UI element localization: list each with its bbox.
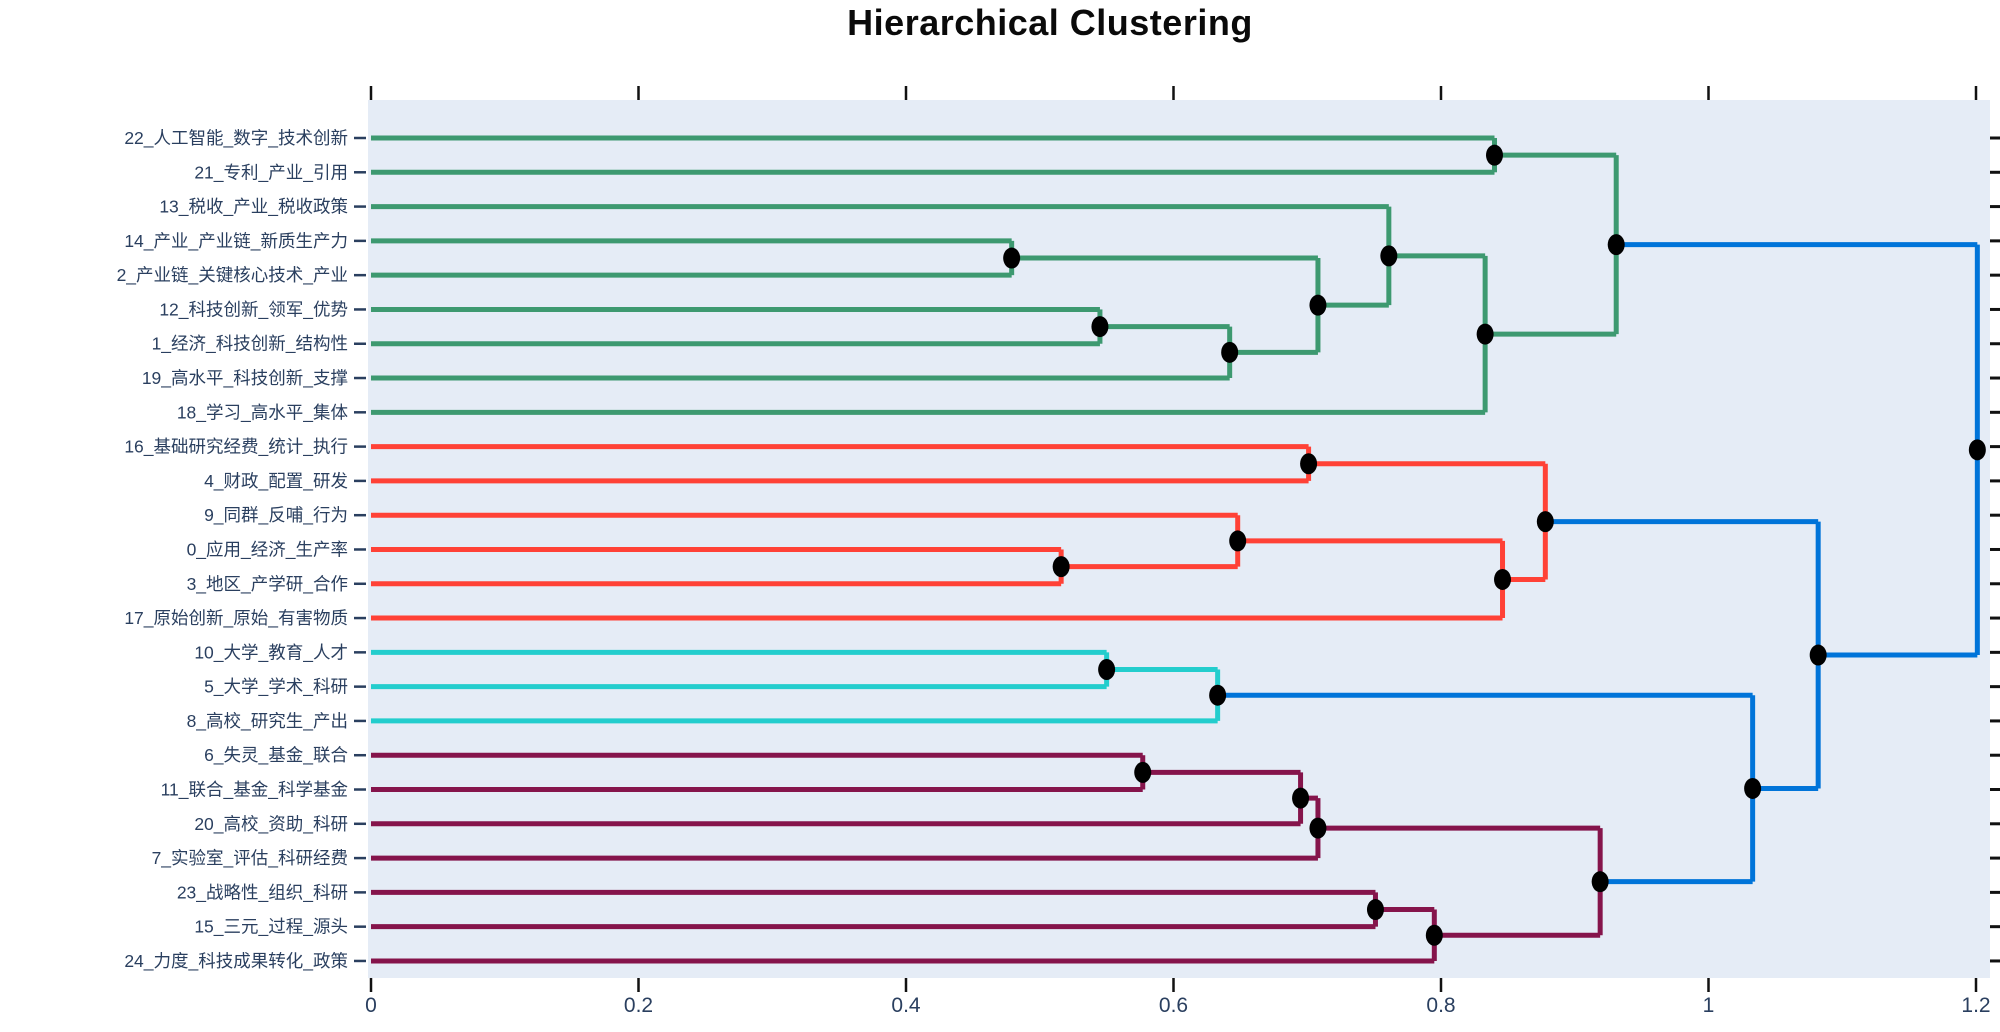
merge-point-marker[interactable] [1607,234,1625,256]
merge-point-marker[interactable] [1476,323,1494,345]
x-axis-tick-label: 0.6 [1159,994,1188,1017]
x-axis-tick-label: 0.2 [624,994,653,1017]
merge-point-marker[interactable] [1300,453,1318,475]
x-axis-tick-label: 0.4 [891,994,921,1017]
merge-point-marker[interactable] [1486,144,1503,166]
leaf-label: 22_人工智能_数字_技术创新 [124,128,348,149]
leaf-label: 0_应用_经济_生产率 [187,539,348,560]
leaf-label: 14_产业_产业链_新质生产力 [124,231,348,252]
merge-point-marker[interactable] [1221,341,1239,363]
leaf-label: 18_学习_高水平_集体 [177,402,349,423]
x-axis-tick-label: 0 [365,994,377,1017]
leaf-label: 21_专利_产业_引用 [194,162,348,183]
merge-point-marker[interactable] [1494,568,1512,590]
merge-point-marker[interactable] [1591,871,1609,893]
leaf-label: 10_大学_教育_人才 [194,642,348,663]
chart-title: Hierarchical Clustering [847,2,1253,43]
x-axis-tick-label: 1.2 [1961,994,1990,1017]
leaf-label: 19_高水平_科技创新_支撑 [142,368,348,389]
leaf-label: 24_力度_科技成果转化_政策 [124,951,348,972]
merge-point-marker[interactable] [1968,439,1986,461]
leaf-label: 6_失灵_基金_联合 [204,745,348,766]
leaf-label: 17_原始创新_原始_有害物质 [124,608,348,629]
leaf-label: 4_财政_配置_研发 [204,471,348,492]
x-axis-tick-label: 0.8 [1426,994,1455,1017]
merge-point-marker[interactable] [1209,684,1227,706]
leaf-label: 11_联合_基金_科学基金 [161,780,348,801]
merge-point-marker[interactable] [1229,530,1247,552]
leaf-label: 5_大学_学术_科研 [204,677,348,698]
leaf-label: 13_税收_产业_税收政策 [159,197,348,218]
merge-point-marker[interactable] [1536,511,1554,533]
leaf-label: 23_战略性_组织_科研 [177,882,348,903]
leaf-label: 8_高校_研究生_产出 [187,711,348,732]
merge-point-marker[interactable] [1380,245,1398,267]
merge-point-marker[interactable] [1134,761,1152,783]
merge-point-marker[interactable] [1052,556,1070,578]
leaf-label: 12_科技创新_领军_优势 [159,299,348,320]
leaf-label: 20_高校_资助_科研 [194,814,348,835]
merge-point-marker[interactable] [1098,658,1116,680]
leaf-label: 16_基础研究经费_统计_执行 [124,437,348,458]
leaf-label: 15_三元_过程_源头 [194,917,348,938]
leaf-label: 7_实验室_评估_科研经费 [152,848,348,869]
merge-point-marker[interactable] [1091,316,1109,338]
x-axis-tick-label: 1 [1703,994,1715,1017]
merge-point-marker[interactable] [1744,777,1762,799]
leaf-label: 2_产业链_关键核心技术_产业 [117,265,348,286]
merge-point-marker[interactable] [1425,924,1443,946]
merge-point-marker[interactable] [1292,787,1310,809]
leaf-label: 9_同群_反哺_行为 [204,505,348,526]
merge-point-marker[interactable] [1366,899,1384,921]
merge-point-marker[interactable] [1809,644,1827,666]
merge-point-marker[interactable] [1309,817,1327,839]
leaf-label: 1_经济_科技创新_结构性 [152,334,348,355]
plot-background [368,100,1990,978]
merge-point-marker[interactable] [1309,294,1327,316]
leaf-label: 3_地区_产学研_合作 [187,574,348,595]
merge-point-marker[interactable] [1003,247,1021,269]
